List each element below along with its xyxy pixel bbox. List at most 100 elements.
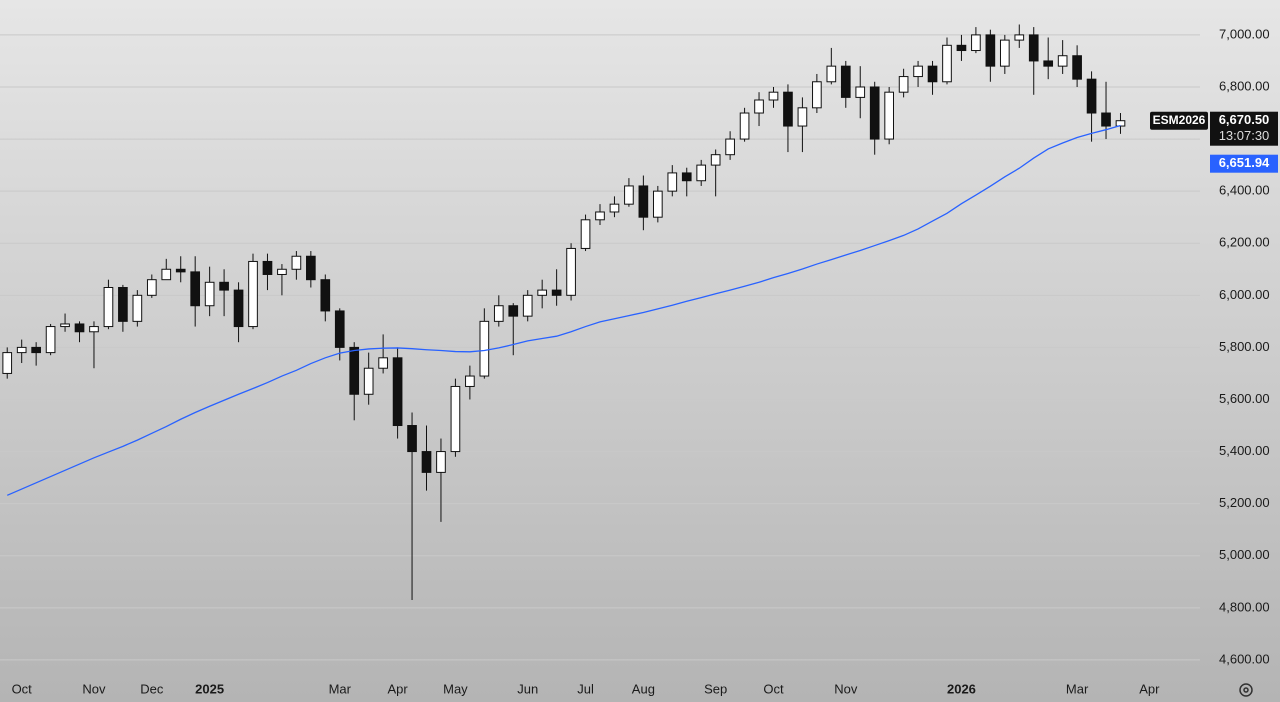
candle-body xyxy=(855,86,866,98)
candle-body xyxy=(551,289,562,296)
candle-body xyxy=(783,91,793,127)
candle-body xyxy=(768,91,779,101)
candle-body xyxy=(421,451,432,473)
candle-body xyxy=(74,323,85,333)
candle-body xyxy=(1043,60,1054,67)
candle-body xyxy=(1115,120,1126,127)
candle-body xyxy=(1057,55,1068,67)
candle-body xyxy=(118,287,128,322)
y-tick-label: 4,800.00 xyxy=(1219,599,1270,614)
y-tick-label: 5,800.00 xyxy=(1219,339,1270,354)
x-tick-label: Oct xyxy=(12,681,33,696)
candle-body xyxy=(840,65,851,98)
x-tick-label: Nov xyxy=(834,681,858,696)
x-tick-label: May xyxy=(443,681,468,696)
candle-body xyxy=(204,281,215,307)
candle-body xyxy=(508,305,519,317)
settings-icon[interactable] xyxy=(1239,683,1253,697)
candle-body xyxy=(132,294,143,322)
candle-body xyxy=(580,219,591,249)
candle-body xyxy=(1086,78,1097,114)
ma-price-tag xyxy=(1210,154,1278,173)
candle-body xyxy=(826,65,837,83)
candle-body xyxy=(407,425,417,453)
candle-body xyxy=(233,289,244,328)
x-tick-label: Mar xyxy=(329,681,352,696)
y-tick-label: 6,000.00 xyxy=(1219,287,1270,302)
candle-body xyxy=(566,247,576,296)
candle-body xyxy=(334,310,345,348)
last-price-label: 6,670.50 xyxy=(1219,112,1270,127)
candle-body xyxy=(1014,34,1025,41)
candle-body xyxy=(1101,112,1111,127)
x-tick-label: Dec xyxy=(140,681,164,696)
candle-body xyxy=(479,320,490,377)
candle-body xyxy=(349,346,360,395)
candle-body xyxy=(971,34,981,52)
candle-body xyxy=(624,185,634,205)
candle-body xyxy=(363,367,374,395)
candle-body xyxy=(450,385,461,453)
candle-body xyxy=(306,255,316,281)
candle-body xyxy=(725,138,735,156)
y-tick-label: 7,000.00 xyxy=(1219,26,1270,41)
x-tick-label: Aug xyxy=(632,681,655,696)
candle-body xyxy=(161,268,172,281)
candle-body xyxy=(522,294,533,317)
symbol-tag xyxy=(1150,111,1208,130)
y-tick-label: 6,200.00 xyxy=(1219,235,1270,250)
y-tick-label: 5,400.00 xyxy=(1219,443,1270,458)
candle-body xyxy=(739,112,750,140)
candle-body xyxy=(378,357,388,369)
candle-body xyxy=(146,279,157,296)
y-tick-label: 5,000.00 xyxy=(1219,547,1270,562)
x-tick-label: Apr xyxy=(387,681,408,696)
x-tick-label: Sep xyxy=(704,681,727,696)
candle-body xyxy=(2,352,13,374)
candle-body xyxy=(927,65,938,83)
candle-body xyxy=(31,346,41,354)
candle-body xyxy=(190,271,201,307)
candle-body xyxy=(913,65,923,78)
candle-body xyxy=(652,190,663,218)
last-price-tag xyxy=(1210,111,1278,146)
x-tick-label: Mar xyxy=(1066,681,1089,696)
x-tick-label: Jun xyxy=(517,681,538,696)
y-tick-label: 4,600.00 xyxy=(1219,651,1270,666)
y-tick-label: 6,400.00 xyxy=(1219,183,1270,198)
candle-body xyxy=(884,91,894,140)
candle-body xyxy=(436,451,446,473)
candle-body xyxy=(754,99,764,114)
x-tick-label: Jul xyxy=(577,681,594,696)
candle-body xyxy=(812,81,822,109)
candle-body xyxy=(595,211,605,221)
candle-body xyxy=(262,260,273,275)
candle-body xyxy=(60,323,70,328)
x-tick-label: 2026 xyxy=(947,681,976,696)
candle-body xyxy=(219,281,229,291)
x-tick-label: Oct xyxy=(763,681,784,696)
candle-body xyxy=(956,44,967,52)
countdown-label: 13:07:30 xyxy=(1219,128,1270,143)
candle-body xyxy=(277,268,287,275)
candle-body xyxy=(291,255,302,270)
candle-body xyxy=(898,76,909,93)
candle-body xyxy=(696,164,707,182)
candle-body xyxy=(985,34,996,67)
candle-body xyxy=(465,375,475,387)
candle-body xyxy=(175,268,186,273)
candle-body xyxy=(681,172,692,182)
candle-body xyxy=(999,39,1010,67)
ma-price-label: 6,651.94 xyxy=(1219,155,1270,170)
candle-body xyxy=(493,305,504,322)
x-tick-label: 2025 xyxy=(195,681,224,696)
candle-body xyxy=(45,326,56,354)
candles xyxy=(2,24,1126,600)
candle-body xyxy=(89,326,99,333)
candle-body xyxy=(869,86,880,140)
symbol-label: ESM2026 xyxy=(1153,113,1206,127)
candle-body xyxy=(537,289,548,296)
x-tick-label: Apr xyxy=(1139,681,1160,696)
